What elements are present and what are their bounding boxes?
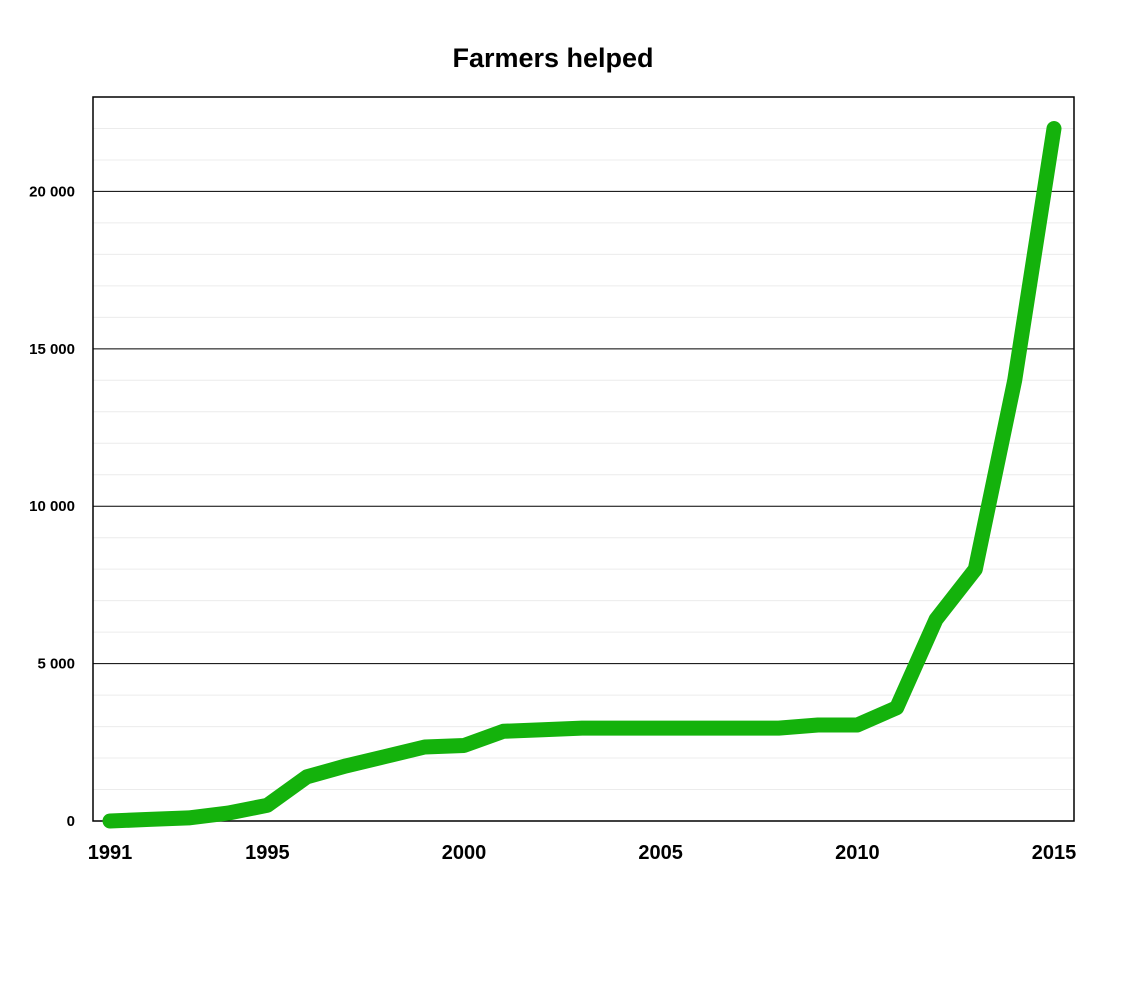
data-point (227, 812, 229, 814)
x-tick-label: 2000 (442, 842, 487, 864)
y-tick-label: 20 000 (29, 183, 75, 200)
major-gridlines (93, 190, 1074, 665)
data-point (463, 744, 465, 746)
y-tick-label: 0 (67, 813, 75, 830)
data-point (109, 820, 111, 822)
data-point (778, 727, 780, 729)
data-point (660, 727, 662, 729)
data-point (306, 776, 308, 778)
y-tick-label: 5 000 (37, 656, 75, 673)
x-axis-tick-labels: 1991 1995 2000 2005 2010 2015 (88, 842, 1077, 864)
data-point (974, 568, 976, 570)
data-point (502, 730, 504, 732)
data-point (384, 755, 386, 757)
data-point (542, 729, 544, 731)
data-point (699, 727, 701, 729)
data-point (148, 818, 150, 820)
plot-area-border (92, 96, 1075, 822)
x-tick-label: 1995 (245, 842, 290, 864)
data-point (856, 724, 858, 726)
chart-title: Farmers helped (452, 43, 653, 73)
minor-gridlines (93, 127, 1074, 791)
data-point (896, 707, 898, 709)
data-point (188, 817, 190, 819)
data-point (345, 765, 347, 767)
data-point (1053, 127, 1055, 129)
y-axis-tick-labels: 0 5 000 10 000 15 000 20 000 (29, 183, 75, 830)
x-tick-label: 2010 (835, 842, 880, 864)
x-tick-label: 2015 (1032, 842, 1077, 864)
y-tick-label: 15 000 (29, 341, 75, 358)
x-tick-label: 2005 (638, 842, 683, 864)
data-point (620, 727, 622, 729)
data-point (817, 724, 819, 726)
data-point (266, 804, 268, 806)
x-tick-label: 1991 (88, 842, 133, 864)
data-point (424, 746, 426, 748)
series-layer (102, 121, 1062, 829)
data-point (581, 727, 583, 729)
data-point (738, 727, 740, 729)
y-tick-label: 10 000 (29, 498, 75, 515)
data-point (935, 619, 937, 621)
data-point (1014, 379, 1016, 381)
